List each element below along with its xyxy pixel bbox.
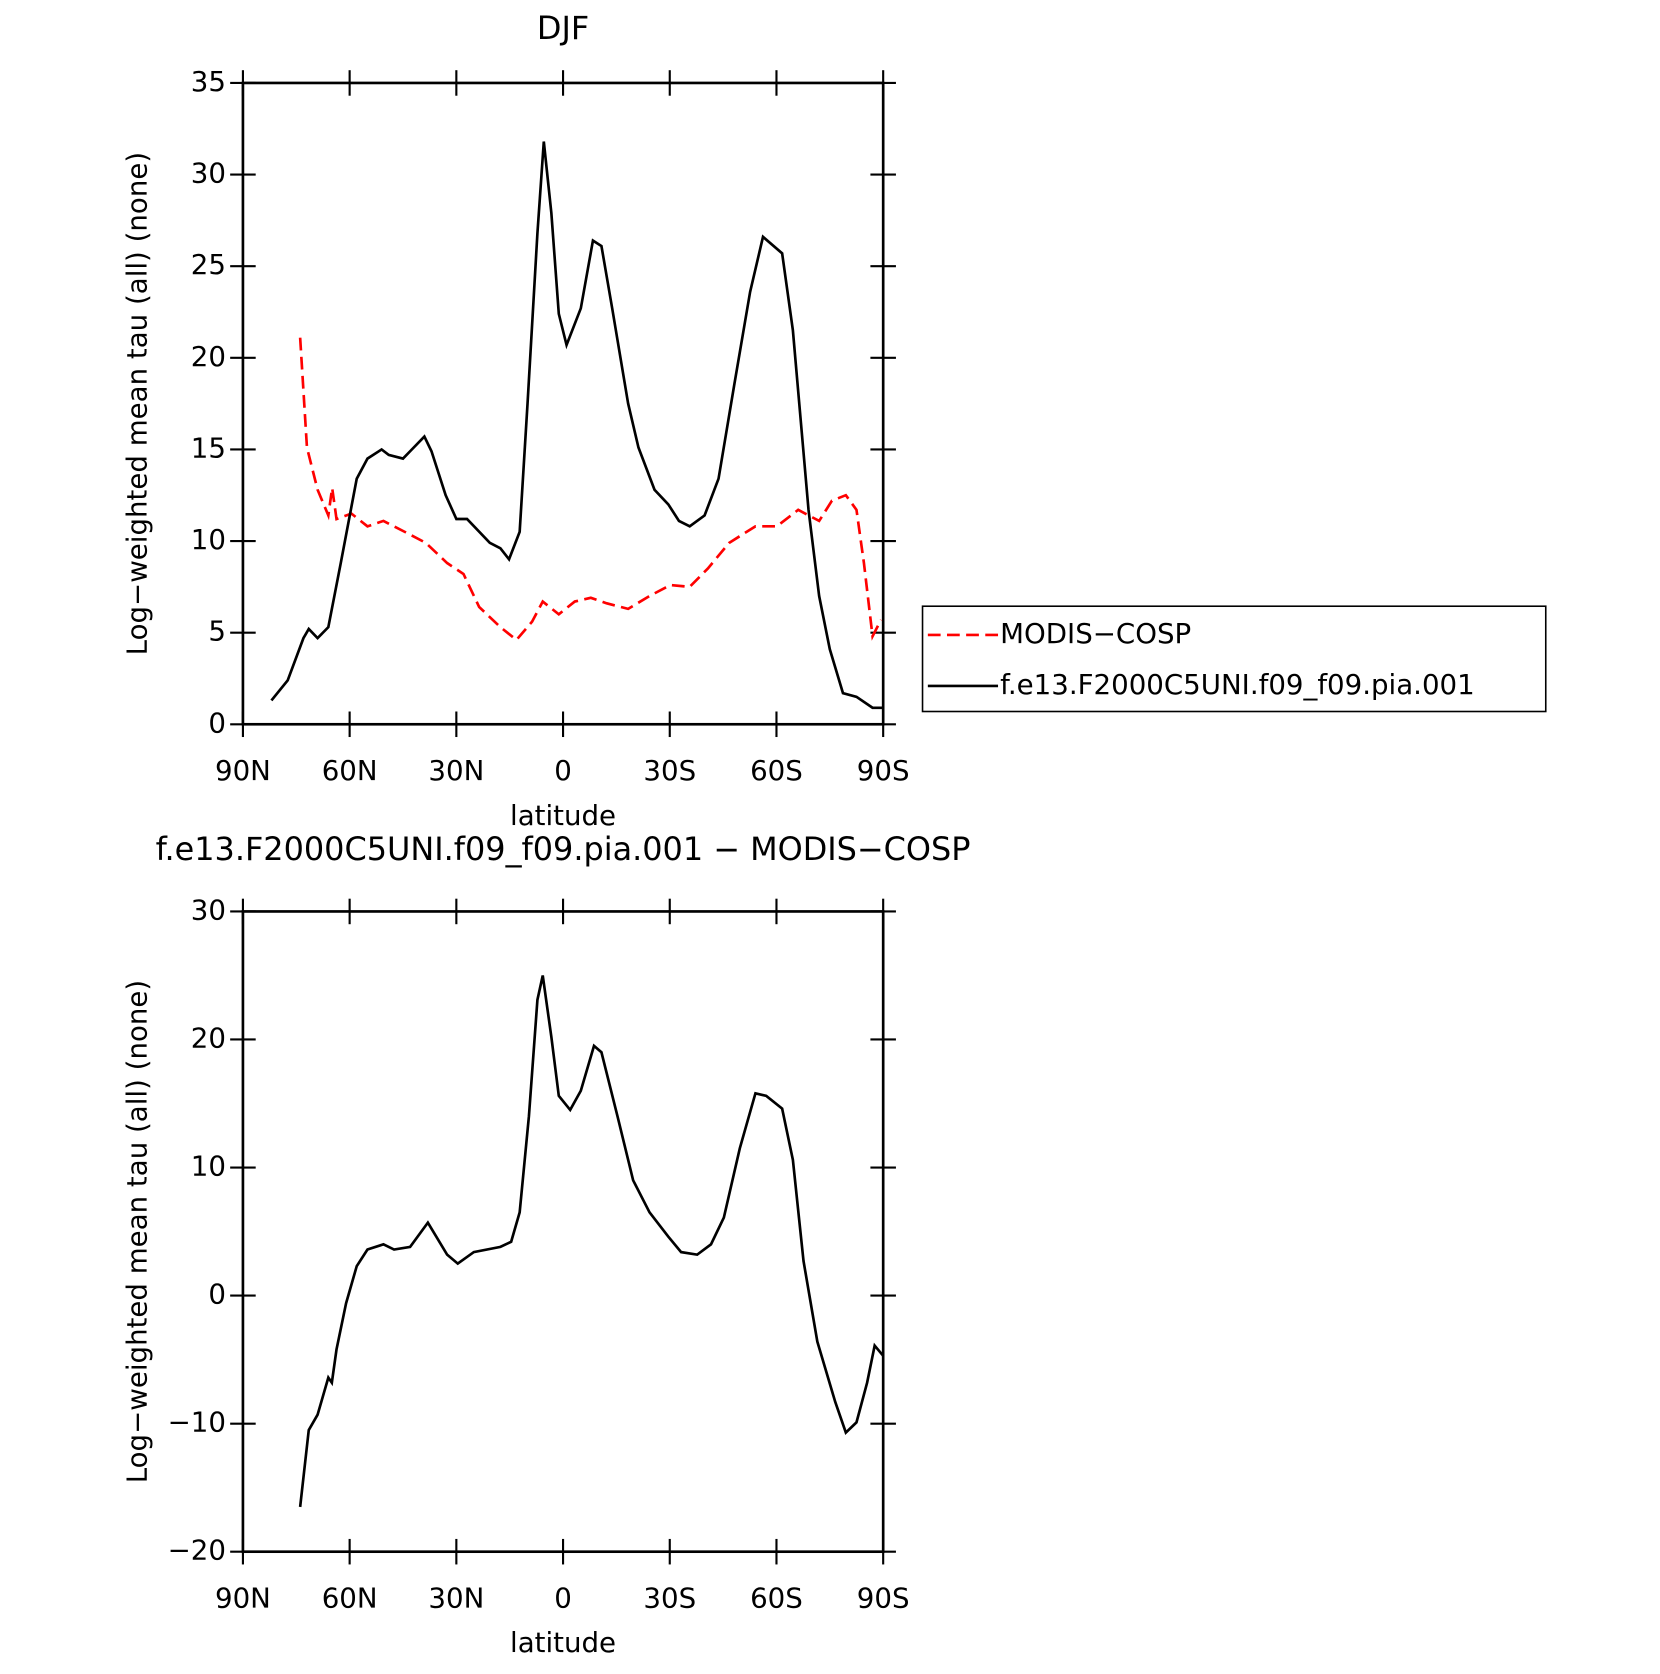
x-tick-label: 30N bbox=[428, 1582, 484, 1615]
y-tick-label: 10 bbox=[191, 523, 226, 556]
x-tick-label: 30N bbox=[428, 754, 484, 787]
y-tick-label: 0 bbox=[208, 706, 226, 739]
y-tick-label: 30 bbox=[191, 893, 226, 926]
x-axis-label: latitude bbox=[510, 1626, 616, 1659]
x-axis-label: latitude bbox=[510, 799, 616, 832]
y-tick-label: −20 bbox=[168, 1534, 226, 1567]
y-tick-label: 20 bbox=[191, 340, 226, 373]
y-axis-label: Log−weighted mean tau (all) (none) bbox=[121, 152, 154, 655]
x-tick-label: 60S bbox=[750, 754, 803, 787]
y-tick-label: 15 bbox=[191, 431, 226, 464]
x-tick-label: 90S bbox=[857, 754, 910, 787]
x-tick-label: 30S bbox=[643, 1582, 696, 1615]
x-tick-label: 90N bbox=[215, 1582, 271, 1615]
y-tick-label: 5 bbox=[208, 615, 226, 648]
x-tick-label: 60S bbox=[750, 1582, 803, 1615]
x-tick-label: 60N bbox=[322, 1582, 378, 1615]
legend-label: f.e13.F2000C5UNI.f09_f09.pia.001 bbox=[1000, 668, 1475, 701]
plot-frame bbox=[241, 910, 885, 1554]
data-line bbox=[270, 141, 884, 710]
data-line bbox=[298, 975, 885, 1508]
x-tick-label: 0 bbox=[554, 1582, 572, 1615]
legend-box bbox=[921, 605, 1547, 713]
x-tick-label: 30S bbox=[643, 754, 696, 787]
data-line bbox=[298, 337, 883, 642]
x-tick-label: 0 bbox=[554, 754, 572, 787]
x-tick-label: 90S bbox=[857, 1582, 910, 1615]
y-tick-label: 30 bbox=[191, 157, 226, 190]
chart-title: DJF bbox=[537, 9, 589, 47]
y-tick-label: −10 bbox=[168, 1406, 226, 1439]
y-tick-label: 0 bbox=[208, 1278, 226, 1311]
chart-title: f.e13.F2000C5UNI.f09_f09.pia.001 − MODIS… bbox=[156, 830, 971, 868]
x-tick-label: 90N bbox=[215, 754, 271, 787]
x-tick-label: 60N bbox=[322, 754, 378, 787]
y-tick-label: 25 bbox=[191, 248, 226, 281]
y-tick-label: 10 bbox=[191, 1150, 226, 1183]
y-tick-label: 35 bbox=[191, 65, 226, 98]
y-tick-label: 20 bbox=[191, 1021, 226, 1054]
plot-frame bbox=[241, 81, 885, 726]
y-axis-label: Log−weighted mean tau (all) (none) bbox=[121, 980, 154, 1483]
legend-label: MODIS−COSP bbox=[1000, 617, 1191, 650]
